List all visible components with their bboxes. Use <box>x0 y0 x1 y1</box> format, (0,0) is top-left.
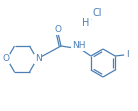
Text: I: I <box>126 51 128 59</box>
Text: N: N <box>35 55 41 63</box>
Text: O: O <box>2 55 10 63</box>
Text: Cl: Cl <box>92 8 102 18</box>
Text: H: H <box>82 18 90 28</box>
Text: NH: NH <box>72 42 86 51</box>
Text: O: O <box>55 26 62 35</box>
